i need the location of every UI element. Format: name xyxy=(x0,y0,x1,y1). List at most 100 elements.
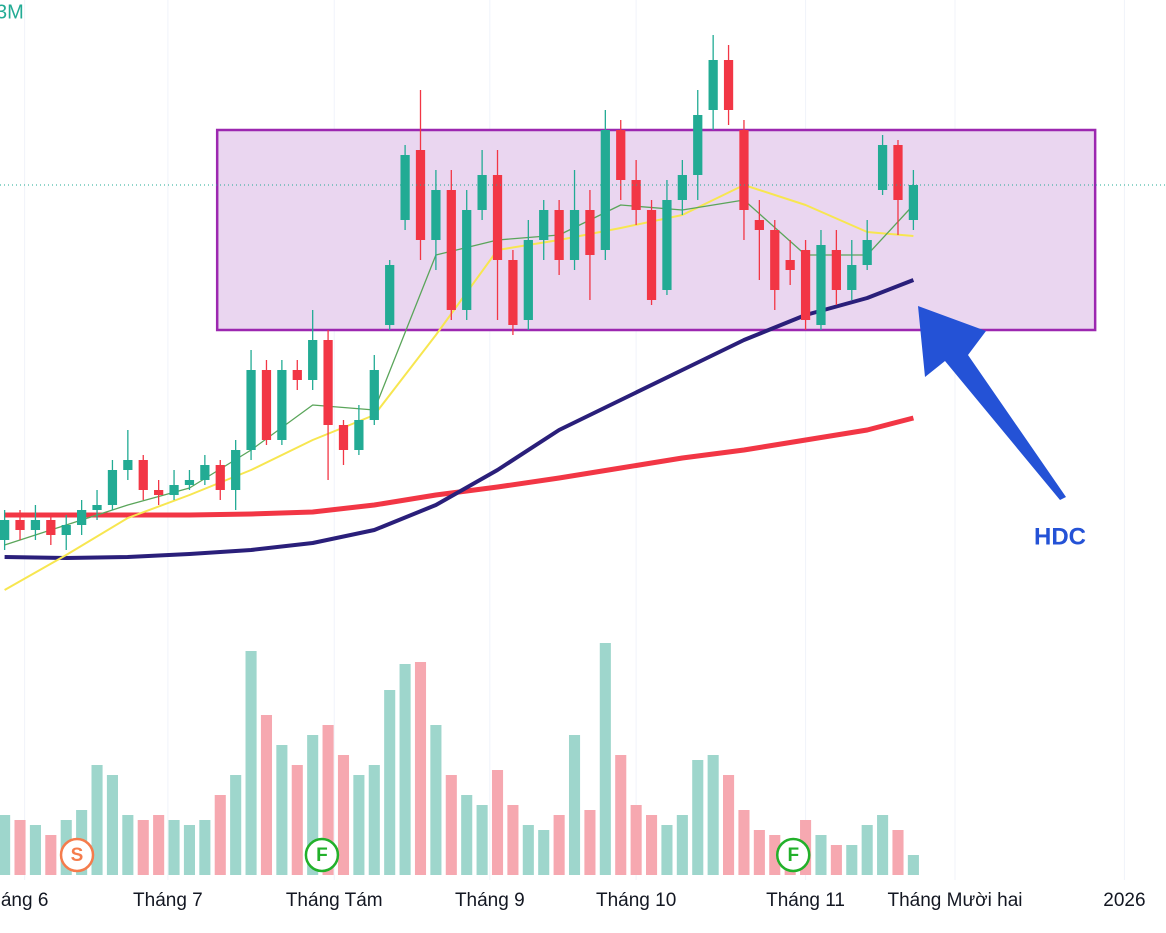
volume-bar xyxy=(522,825,534,875)
candle-body xyxy=(554,210,564,260)
candle-body xyxy=(231,450,241,490)
volume-bar xyxy=(45,835,57,875)
moving-average-line xyxy=(4,415,915,518)
candle-body xyxy=(277,370,287,440)
legend-text: 3M xyxy=(0,1,24,23)
x-tick-label: Tháng 11 xyxy=(766,890,845,911)
candle-body xyxy=(138,460,148,490)
candle-body xyxy=(92,505,102,510)
volume-bar xyxy=(430,725,442,875)
candle-body xyxy=(323,340,333,425)
volume-bar xyxy=(260,715,273,875)
candle-body xyxy=(816,245,826,325)
volume-bar xyxy=(723,775,735,875)
candle-body xyxy=(354,420,364,450)
volume-bar xyxy=(538,830,550,875)
volume-bar xyxy=(245,651,257,875)
moving-average-line xyxy=(4,278,915,560)
candle-body xyxy=(123,460,133,470)
candle-body xyxy=(862,240,872,265)
x-tick-label: Tháng 10 xyxy=(596,890,676,911)
volume-bar xyxy=(630,805,642,875)
candle-body xyxy=(215,465,225,490)
volume-bar xyxy=(29,825,41,875)
volume-bar xyxy=(661,825,673,875)
candle-body xyxy=(292,370,302,380)
volume-bar xyxy=(399,664,411,875)
volume-bar xyxy=(384,690,396,875)
event-marker xyxy=(775,837,811,873)
volume-bar xyxy=(491,770,504,875)
volume-bar xyxy=(91,765,103,875)
candle-body xyxy=(338,425,349,450)
candle-body xyxy=(585,210,595,255)
candle-body xyxy=(893,145,903,200)
candle-body xyxy=(308,340,318,380)
volume-bar xyxy=(738,810,750,875)
candle-body xyxy=(415,150,426,240)
candle-body xyxy=(462,210,472,310)
x-tick-label: áng 6 xyxy=(1,890,49,911)
volume-bar xyxy=(815,835,827,875)
candle-body xyxy=(539,210,549,240)
volume-bar xyxy=(892,830,904,875)
volume-bar xyxy=(615,755,627,875)
annotation: HDC xyxy=(1034,523,1086,550)
candle-body xyxy=(662,200,672,290)
candle-body xyxy=(369,370,379,420)
candle-body xyxy=(569,210,580,260)
volume-bar xyxy=(153,815,165,875)
event-marker xyxy=(59,837,95,873)
candle-body xyxy=(600,130,610,250)
volume-bar xyxy=(183,825,196,875)
volume-bar xyxy=(337,755,350,875)
volume-bar xyxy=(122,815,134,875)
volume-bar xyxy=(230,775,242,875)
candle-body xyxy=(877,145,888,190)
volume-bar xyxy=(861,825,873,875)
candle-body xyxy=(431,190,441,240)
volume-bar xyxy=(692,760,704,875)
volume-bar xyxy=(830,845,842,875)
volume-bar xyxy=(645,815,658,875)
volume-bar xyxy=(291,765,303,875)
candle-body xyxy=(246,370,256,450)
event-label: F xyxy=(787,845,799,866)
volume-bar xyxy=(599,643,611,875)
candle-body xyxy=(30,520,41,530)
volume-bar xyxy=(106,775,118,875)
candle-body xyxy=(61,525,71,535)
x-tick-label: 2026 xyxy=(1103,890,1145,911)
candle-body xyxy=(477,175,487,210)
candle-body xyxy=(908,185,919,220)
candle-body xyxy=(77,510,87,525)
candle-body xyxy=(400,155,410,220)
candle-body xyxy=(15,520,25,530)
event-label: S xyxy=(71,845,84,866)
candle-body xyxy=(631,180,641,210)
volume-bar xyxy=(445,775,457,875)
candle-body xyxy=(508,260,518,325)
volume-bar xyxy=(0,815,11,875)
candle-body xyxy=(708,60,718,110)
volume-bar xyxy=(769,835,781,875)
volume-bar xyxy=(353,775,365,875)
volume-bar xyxy=(14,820,26,875)
volume-bar xyxy=(707,755,719,875)
volume-bar xyxy=(476,805,488,875)
x-tick-label: Tháng 7 xyxy=(133,890,203,911)
candle-body xyxy=(693,115,703,175)
volume-bar xyxy=(907,855,919,875)
candle-body xyxy=(169,485,179,495)
volume-bar xyxy=(137,820,149,875)
candle-body xyxy=(261,370,272,440)
event-marker xyxy=(304,837,340,873)
arrow xyxy=(918,306,1066,500)
candle-body xyxy=(770,230,780,290)
volume-bar xyxy=(753,830,765,875)
candle-body xyxy=(184,480,195,485)
volume-bar xyxy=(846,845,858,875)
volume-bar xyxy=(568,735,581,875)
